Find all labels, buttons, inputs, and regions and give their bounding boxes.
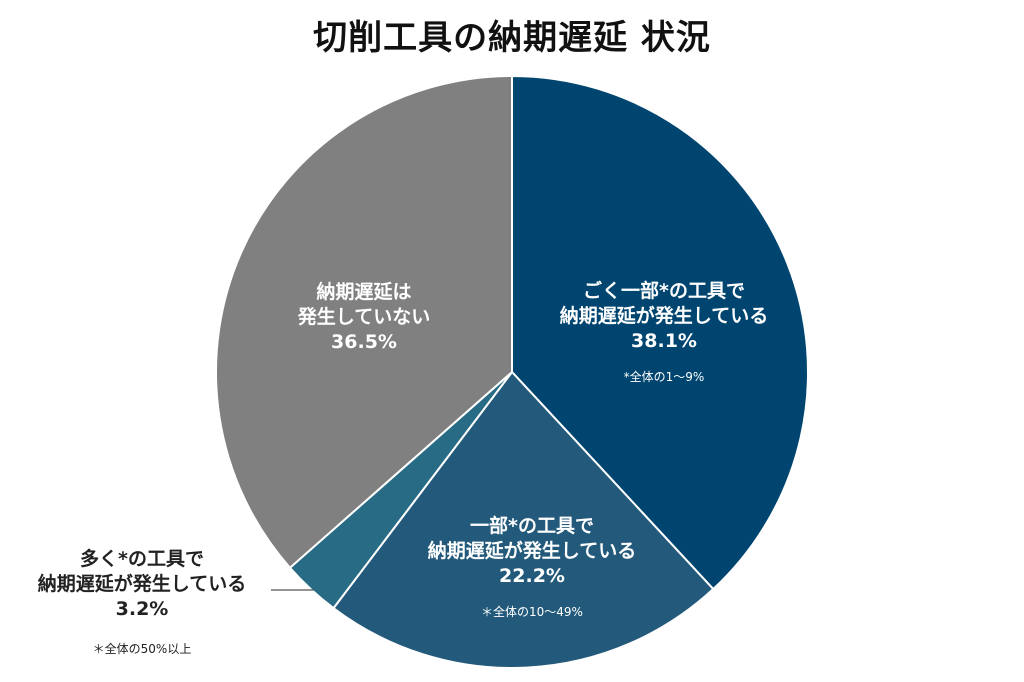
slice-partial-delay-note: ＊全体の10～49%: [481, 604, 583, 619]
slice-rare-delay-value-label: 38.1%: [631, 330, 697, 352]
slice-rare-delay-label-line: ごく一部*の工具で: [583, 279, 745, 302]
slice-frequent-delay-label-line: 多く*の工具で: [80, 547, 204, 570]
slice-no-delay-label-line: 納期遅延は: [316, 280, 411, 303]
slice-no-delay: [215, 74, 513, 570]
slice-frequent-delay-note: ＊全体の50%以上: [93, 641, 192, 656]
slice-partial-delay-label-line: 納期遅延が発生している: [428, 539, 636, 562]
slice-frequent-delay-label-line: 納期遅延が発生している: [38, 572, 246, 595]
slice-rare-delay: [511, 74, 809, 591]
slice-frequent-delay-value-label: 3.2%: [116, 598, 169, 620]
slice-partial-delay-label-line: 一部*の工具で: [470, 514, 594, 537]
slice-rare-delay-note: *全体の1～9%: [624, 369, 705, 384]
slice-no-delay-value-label: 36.5%: [331, 331, 397, 353]
slice-partial-delay-value-label: 22.2%: [499, 565, 565, 587]
chart-title: 切削工具の納期遅延 状況: [313, 18, 711, 58]
slice-partial-delay: [332, 370, 715, 669]
slice-no-delay-label-line: 発生していない: [297, 305, 430, 328]
slice-rare-delay-label-line: 納期遅延が発生している: [560, 304, 768, 327]
